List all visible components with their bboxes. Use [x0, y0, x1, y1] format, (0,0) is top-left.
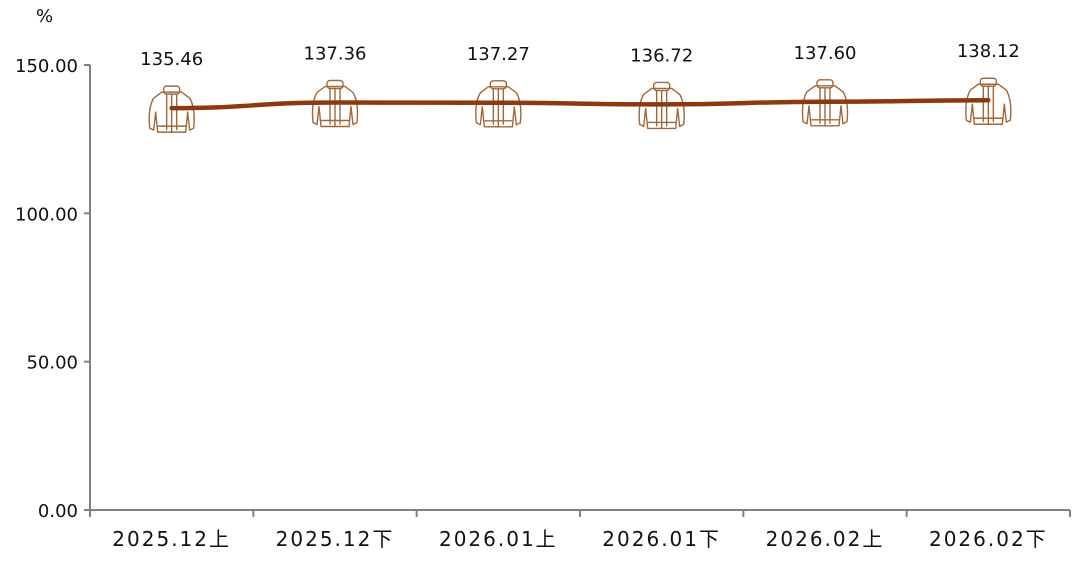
jacket-hood: [816, 79, 834, 89]
data-label: 137.36: [304, 43, 367, 64]
y-axis-unit: %: [36, 6, 53, 27]
data-label: 136.72: [630, 45, 693, 66]
jacket-hood: [489, 80, 508, 90]
jacket-body: [148, 91, 195, 133]
x-tick-label: 2026.01下: [602, 527, 721, 551]
y-tick-label: 150.00: [15, 56, 78, 77]
y-tick-label: 50.00: [26, 353, 78, 374]
x-tick-label: 2026.02下: [929, 527, 1048, 551]
jacket-hood: [326, 79, 344, 90]
x-tick-label: 2025.12上: [112, 527, 231, 551]
data-label: 137.60: [794, 43, 857, 64]
data-label: 138.12: [957, 41, 1020, 62]
x-tick-label: 2025.12下: [276, 527, 395, 551]
jacket-icon: [148, 85, 195, 133]
data-label: 135.46: [140, 49, 203, 70]
x-tick-label: 2026.01上: [439, 527, 558, 551]
y-tick-label: 100.00: [15, 204, 78, 225]
series-line: [169, 97, 991, 111]
jacket-hood: [652, 81, 671, 92]
y-tick-label: 0.00: [38, 501, 78, 522]
x-tick-label: 2026.02上: [766, 527, 885, 551]
data-label: 137.27: [467, 44, 530, 65]
jacket-hood: [979, 77, 998, 87]
jacket-hood: [162, 85, 181, 95]
